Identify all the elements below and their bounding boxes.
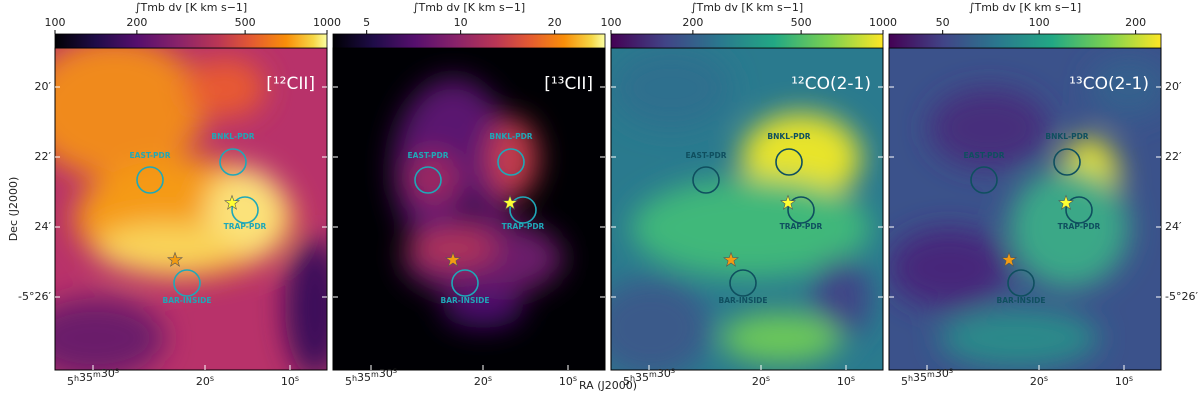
region-label: TRAP-PDR — [224, 222, 267, 231]
region-circle — [136, 166, 164, 194]
star-marker — [445, 251, 461, 267]
colorbar-tick-label: 200 — [1125, 16, 1146, 29]
region-circle — [1065, 196, 1093, 224]
ra-tick-label: 10s — [837, 374, 855, 389]
region-label: TRAP-PDR — [502, 222, 545, 231]
region-circle — [509, 196, 537, 224]
region-label: BAR-INSIDE — [440, 296, 489, 305]
region-circle — [231, 196, 259, 224]
region-circle — [497, 148, 525, 176]
colorbar — [888, 33, 1162, 49]
ra-tick-label: 10s — [281, 374, 299, 389]
panel-title: ¹²CO(2-1) — [791, 74, 871, 94]
region-label: BNKL-PDR — [211, 132, 254, 141]
colorbar-tick-label: 50 — [936, 16, 950, 29]
dec-tick-label: 24′ — [35, 220, 52, 233]
region-label: BNKL-PDR — [489, 132, 532, 141]
star-marker — [224, 194, 240, 210]
ra-tick-label: 10s — [559, 374, 577, 389]
region-circle — [729, 269, 757, 297]
colorbar-tick-label: 10 — [454, 16, 468, 29]
dec-tick-label: 20′ — [35, 80, 52, 93]
dec-tick-label: -5°26′ — [18, 290, 51, 303]
ra-tick-label: 20s — [196, 374, 214, 389]
region-circle — [414, 166, 442, 194]
panel-title: [¹²CII] — [266, 74, 315, 94]
region-label: EAST-PDR — [408, 151, 449, 160]
colorbar-tick-label: 1000 — [869, 16, 897, 29]
panel-title: [¹³CII] — [544, 74, 593, 94]
region-circle — [451, 269, 479, 297]
region-label: EAST-PDR — [686, 151, 727, 160]
colorbar-tick-label: 5 — [363, 16, 370, 29]
region-label: BAR-INSIDE — [162, 296, 211, 305]
ra-tick-label: 20s — [1030, 374, 1048, 389]
star-marker — [502, 194, 518, 210]
colorbar-tick-label: 200 — [126, 16, 147, 29]
region-circle — [1053, 148, 1081, 176]
dec-tick-label: 20′ — [1165, 80, 1182, 93]
ra-tick-label: 20s — [752, 374, 770, 389]
panel-title: ¹³CO(2-1) — [1069, 74, 1149, 94]
ra-tick-label: 20s — [474, 374, 492, 389]
colorbar-tick-label: 500 — [235, 16, 256, 29]
ra-tick-label: 5h35m30s — [623, 366, 675, 389]
colorbar-tick-label: 20 — [548, 16, 562, 29]
colorbar-label: ∫Tmb dv [K km s−1] — [691, 1, 803, 14]
star-marker — [723, 251, 739, 267]
star-marker — [1058, 194, 1074, 210]
colorbar-label: ∫Tmb dv [K km s−1] — [135, 1, 247, 14]
map-co13 — [889, 48, 1161, 370]
y-axis-label: Dec (J2000) — [7, 177, 20, 242]
x-axis-label: RA (J2000) — [579, 379, 637, 392]
ra-tick-label: 5h35m30s — [901, 366, 953, 389]
region-label: TRAP-PDR — [780, 222, 823, 231]
colorbar-tick-label: 200 — [682, 16, 703, 29]
star-marker — [780, 194, 796, 210]
colorbar-tick-label: 1000 — [313, 16, 341, 29]
ra-tick-label: 10s — [1115, 374, 1133, 389]
colorbar-tick-label: 100 — [45, 16, 66, 29]
region-circle — [775, 148, 803, 176]
colorbar — [332, 33, 606, 49]
region-circle — [970, 166, 998, 194]
map-ciii12 — [55, 48, 327, 370]
region-circle — [173, 269, 201, 297]
region-label: BAR-INSIDE — [718, 296, 767, 305]
dec-tick-label: -5°26′ — [1165, 290, 1198, 303]
region-circle — [692, 166, 720, 194]
region-circle — [1007, 269, 1035, 297]
dec-tick-label: 22′ — [35, 150, 52, 163]
map-ciii13 — [333, 48, 605, 370]
ra-tick-label: 5h35m30s — [345, 366, 397, 389]
region-label: BNKL-PDR — [767, 132, 810, 141]
colorbar-label: ∫Tmb dv [K km s−1] — [969, 1, 1081, 14]
colorbar-tick-label: 100 — [1029, 16, 1050, 29]
dec-tick-label: 22′ — [1165, 150, 1182, 163]
region-label: BAR-INSIDE — [996, 296, 1045, 305]
map-co12 — [611, 48, 883, 370]
ra-tick-label: 5h35m30s — [67, 366, 119, 389]
dec-tick-label: 24′ — [1165, 220, 1182, 233]
star-marker — [1001, 251, 1017, 267]
region-label: EAST-PDR — [964, 151, 1005, 160]
colorbar-label: ∫Tmb dv [K km s−1] — [413, 1, 525, 14]
region-label: EAST-PDR — [130, 151, 171, 160]
colorbar — [610, 33, 884, 49]
star-marker — [167, 251, 183, 267]
colorbar-tick-label: 500 — [791, 16, 812, 29]
region-label: BNKL-PDR — [1045, 132, 1088, 141]
region-circle — [787, 196, 815, 224]
region-circle — [219, 148, 247, 176]
region-label: TRAP-PDR — [1058, 222, 1101, 231]
colorbar-tick-label: 100 — [601, 16, 622, 29]
colorbar — [54, 33, 328, 49]
